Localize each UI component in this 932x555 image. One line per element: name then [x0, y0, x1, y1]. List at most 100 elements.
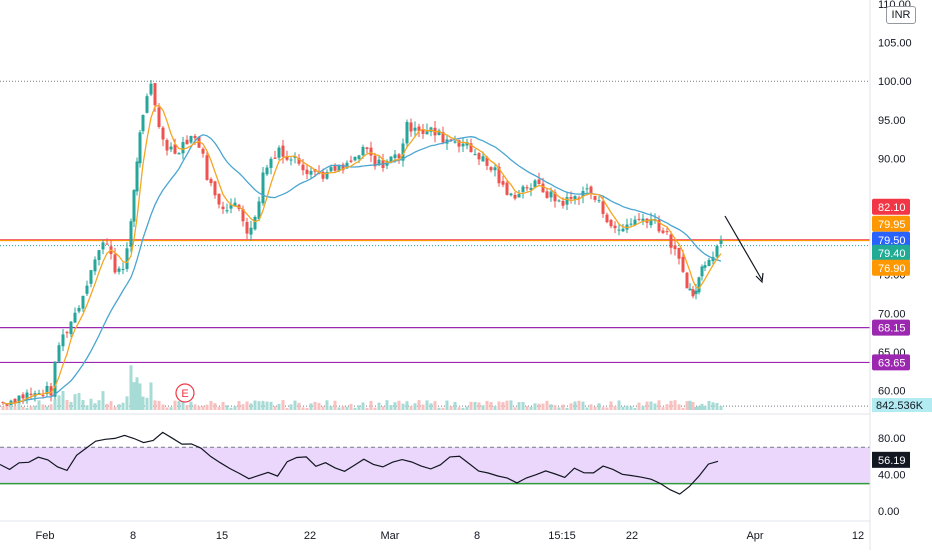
candle: [617, 229, 621, 231]
volume-bar: [53, 399, 57, 410]
candle: [145, 96, 149, 113]
volume-bar: [5, 406, 9, 410]
volume-bar: [61, 391, 65, 410]
volume-bar: [329, 406, 333, 410]
candle: [97, 250, 101, 260]
volume-bar: [637, 402, 641, 410]
price-badge-label: 68.15: [878, 323, 906, 335]
price-tick-label: 60.00: [878, 386, 906, 398]
volume-bar: [141, 396, 145, 410]
price-pane: [0, 80, 870, 409]
candle: [677, 247, 681, 259]
volume-bar: [525, 406, 529, 410]
candle: [373, 155, 377, 167]
volume-bar: [325, 400, 329, 410]
volume-bar: [521, 402, 525, 410]
candle: [301, 164, 305, 171]
candle: [221, 206, 225, 210]
volume-bar: [193, 404, 197, 410]
candle: [473, 154, 477, 156]
candle: [541, 183, 545, 193]
time-tick-label: 22: [626, 530, 638, 542]
volume-bar: [681, 407, 685, 410]
volume-bar: [69, 402, 73, 410]
candle: [513, 194, 517, 199]
candle: [61, 334, 65, 347]
candle: [201, 148, 205, 154]
volume-bar: [345, 406, 349, 410]
volume-bar: [649, 401, 653, 410]
candle: [205, 155, 209, 180]
candle: [589, 186, 593, 195]
volume-bar: [249, 403, 253, 410]
volume-bar: [81, 399, 85, 410]
volume-bar: [305, 407, 309, 410]
candle: [265, 167, 269, 175]
volume-bar: [433, 401, 437, 410]
candle: [521, 186, 525, 192]
volume-bar: [677, 404, 681, 410]
candle: [703, 265, 707, 268]
candle: [245, 221, 249, 234]
volume-bar: [205, 404, 209, 410]
oscillator-tick-label: 40.00: [878, 470, 906, 482]
volume-bar: [501, 402, 505, 410]
volume-bar: [389, 405, 393, 410]
currency-label[interactable]: INR: [886, 6, 916, 24]
price-badge-label: 79.40: [878, 248, 906, 260]
earnings-marker-label: E: [181, 388, 188, 400]
volume-bar: [719, 406, 723, 410]
volume-bar: [385, 400, 389, 410]
volume-bar: [317, 402, 321, 410]
volume-bar: [105, 403, 109, 410]
volume-bar: [581, 401, 585, 410]
candle: [161, 127, 165, 140]
candle: [273, 157, 277, 159]
candle: [269, 158, 273, 168]
candle: [469, 143, 473, 153]
volume-bar: [113, 406, 117, 410]
volume-bar: [417, 400, 421, 410]
volume-bar: [393, 402, 397, 410]
volume-bar: [13, 405, 17, 410]
candle: [719, 240, 723, 244]
price-badge: [872, 354, 910, 371]
volume-bar: [373, 407, 377, 410]
price-badge-label: 82.10: [878, 202, 906, 214]
volume-bar: [169, 407, 173, 410]
candle: [673, 245, 677, 250]
volume-bar: [273, 406, 277, 410]
volume-bar: [617, 400, 621, 410]
candle: [249, 227, 253, 235]
candle: [297, 158, 301, 164]
volume-bar: [669, 400, 673, 410]
volume-bar: [597, 403, 601, 410]
candle: [121, 268, 125, 270]
candle: [681, 256, 685, 272]
volume-bar: [549, 404, 553, 410]
oscillator-badge-label: 56.19: [878, 455, 906, 467]
volume-bar: [33, 405, 37, 410]
candle: [405, 121, 409, 144]
candle: [493, 167, 497, 171]
price-badge: [872, 231, 910, 248]
volume-bar: [657, 400, 661, 410]
price-badge: [872, 215, 910, 232]
price-tick-label: 110.00: [878, 0, 911, 11]
volume-bar: [661, 407, 665, 410]
volume-bar: [21, 406, 25, 410]
volume-bar: [485, 400, 489, 410]
candle: [169, 146, 173, 150]
volume-bar: [97, 400, 101, 410]
candle: [135, 161, 139, 192]
volume-bar: [269, 401, 273, 410]
candle: [691, 289, 695, 297]
volume-bar: [277, 403, 281, 410]
volume-bar: [93, 403, 97, 410]
volume-bar: [321, 406, 325, 410]
candle: [65, 332, 69, 334]
volume-bar: [201, 406, 205, 410]
candle: [69, 321, 73, 335]
volume-bar: [429, 403, 433, 410]
